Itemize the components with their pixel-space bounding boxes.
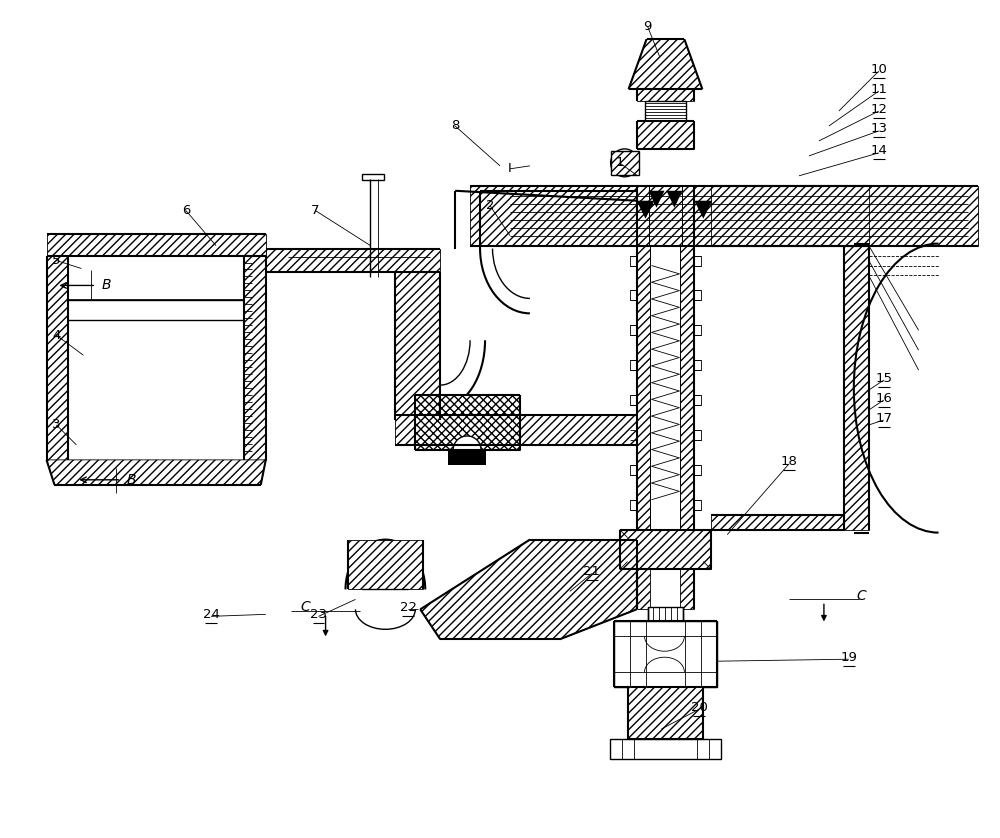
Bar	[694, 499, 701, 510]
Text: 5: 5	[52, 254, 61, 267]
Bar	[630, 291, 637, 300]
Text: 4: 4	[52, 328, 61, 342]
Bar	[68, 256, 244, 299]
Bar	[694, 430, 701, 440]
Polygon shape	[694, 201, 712, 219]
Bar	[630, 360, 637, 370]
Polygon shape	[47, 460, 266, 484]
Text: I: I	[508, 163, 512, 175]
Text: 9: 9	[643, 20, 652, 33]
Bar	[648, 608, 683, 621]
Polygon shape	[395, 272, 440, 420]
Text: 18: 18	[781, 455, 797, 468]
Polygon shape	[448, 450, 486, 465]
Text: 16: 16	[875, 391, 892, 405]
Text: 19: 19	[840, 651, 857, 664]
Polygon shape	[682, 186, 694, 246]
Bar	[630, 325, 637, 335]
Polygon shape	[266, 249, 440, 272]
Text: 7: 7	[311, 204, 320, 217]
Text: 2: 2	[486, 199, 494, 212]
Bar	[630, 499, 637, 510]
Text: 23: 23	[310, 608, 327, 621]
Text: 1: 1	[615, 157, 624, 169]
Bar	[694, 256, 701, 266]
Polygon shape	[395, 415, 637, 445]
Text: 3: 3	[52, 418, 61, 432]
Bar	[362, 173, 384, 180]
Polygon shape	[680, 570, 694, 609]
Bar	[630, 430, 637, 440]
Polygon shape	[47, 256, 68, 460]
Polygon shape	[470, 186, 978, 246]
Polygon shape	[637, 186, 649, 246]
Polygon shape	[629, 39, 702, 89]
Bar	[694, 325, 701, 335]
Text: 6: 6	[182, 204, 190, 217]
Polygon shape	[680, 246, 694, 530]
Polygon shape	[614, 621, 717, 687]
Text: C: C	[856, 589, 866, 603]
Circle shape	[611, 149, 639, 177]
Text: 13: 13	[870, 122, 887, 136]
Polygon shape	[637, 246, 650, 530]
Bar	[415, 395, 520, 450]
Text: 10: 10	[870, 63, 887, 75]
Text: 8: 8	[451, 120, 459, 132]
Bar	[694, 465, 701, 475]
Text: 17: 17	[875, 411, 892, 425]
Polygon shape	[637, 201, 654, 219]
Bar	[47, 234, 266, 256]
Text: 21: 21	[583, 565, 600, 578]
Circle shape	[453, 436, 481, 464]
Text: 11: 11	[870, 83, 887, 96]
Bar	[637, 121, 694, 149]
Polygon shape	[420, 540, 637, 639]
Text: 20: 20	[691, 701, 708, 713]
Text: 12: 12	[870, 102, 887, 116]
Bar	[637, 89, 694, 101]
Bar	[628, 687, 703, 739]
Text: 15: 15	[875, 371, 892, 385]
Bar	[711, 515, 844, 530]
Bar	[630, 395, 637, 405]
Text: B: B	[101, 278, 111, 292]
Polygon shape	[666, 191, 682, 208]
Bar	[611, 151, 639, 175]
Text: B: B	[126, 473, 136, 487]
Bar	[630, 256, 637, 266]
Text: C: C	[301, 600, 311, 614]
Text: 22: 22	[400, 601, 417, 614]
Text: 24: 24	[203, 608, 219, 621]
Polygon shape	[637, 570, 650, 609]
Bar	[694, 360, 701, 370]
Polygon shape	[649, 191, 664, 208]
Polygon shape	[244, 256, 266, 460]
Bar	[694, 395, 701, 405]
Bar	[844, 246, 869, 530]
Bar	[694, 291, 701, 300]
Text: 14: 14	[870, 144, 887, 158]
Bar	[711, 186, 869, 246]
Polygon shape	[620, 530, 711, 570]
Bar	[348, 540, 423, 589]
Bar	[630, 465, 637, 475]
Bar	[645, 101, 686, 121]
Bar	[610, 739, 721, 759]
